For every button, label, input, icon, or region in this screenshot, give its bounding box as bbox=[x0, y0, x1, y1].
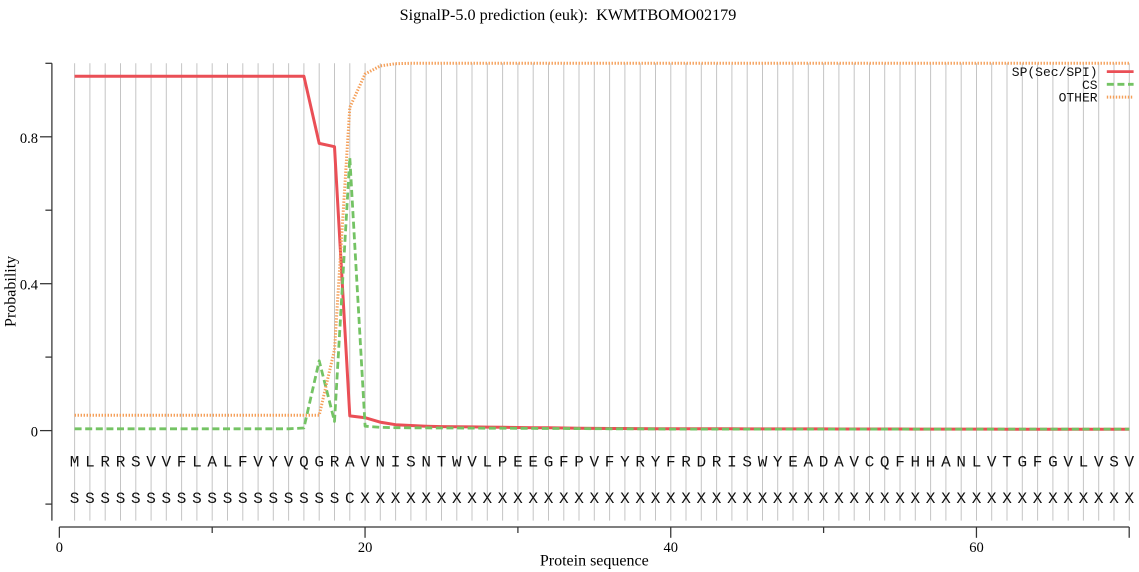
svg-text:SP(Sec/SPI): SP(Sec/SPI) bbox=[1012, 65, 1098, 80]
svg-text:0: 0 bbox=[56, 540, 63, 556]
svg-text:60: 60 bbox=[969, 540, 984, 556]
svg-text:40: 40 bbox=[664, 540, 679, 556]
svg-text:OTHER: OTHER bbox=[1059, 91, 1098, 106]
svg-text:SignalP-5.0 prediction (euk):: SignalP-5.0 prediction (euk): KWMTBOMO02… bbox=[400, 6, 737, 24]
svg-text:0.8: 0.8 bbox=[20, 131, 38, 147]
svg-text:Protein sequence: Protein sequence bbox=[540, 553, 649, 570]
svg-text:CS: CS bbox=[1082, 78, 1098, 93]
svg-text:20: 20 bbox=[358, 540, 373, 556]
svg-text:0: 0 bbox=[31, 425, 38, 441]
svg-text:Probability: Probability bbox=[3, 256, 20, 327]
svg-text:0.4: 0.4 bbox=[20, 278, 39, 294]
